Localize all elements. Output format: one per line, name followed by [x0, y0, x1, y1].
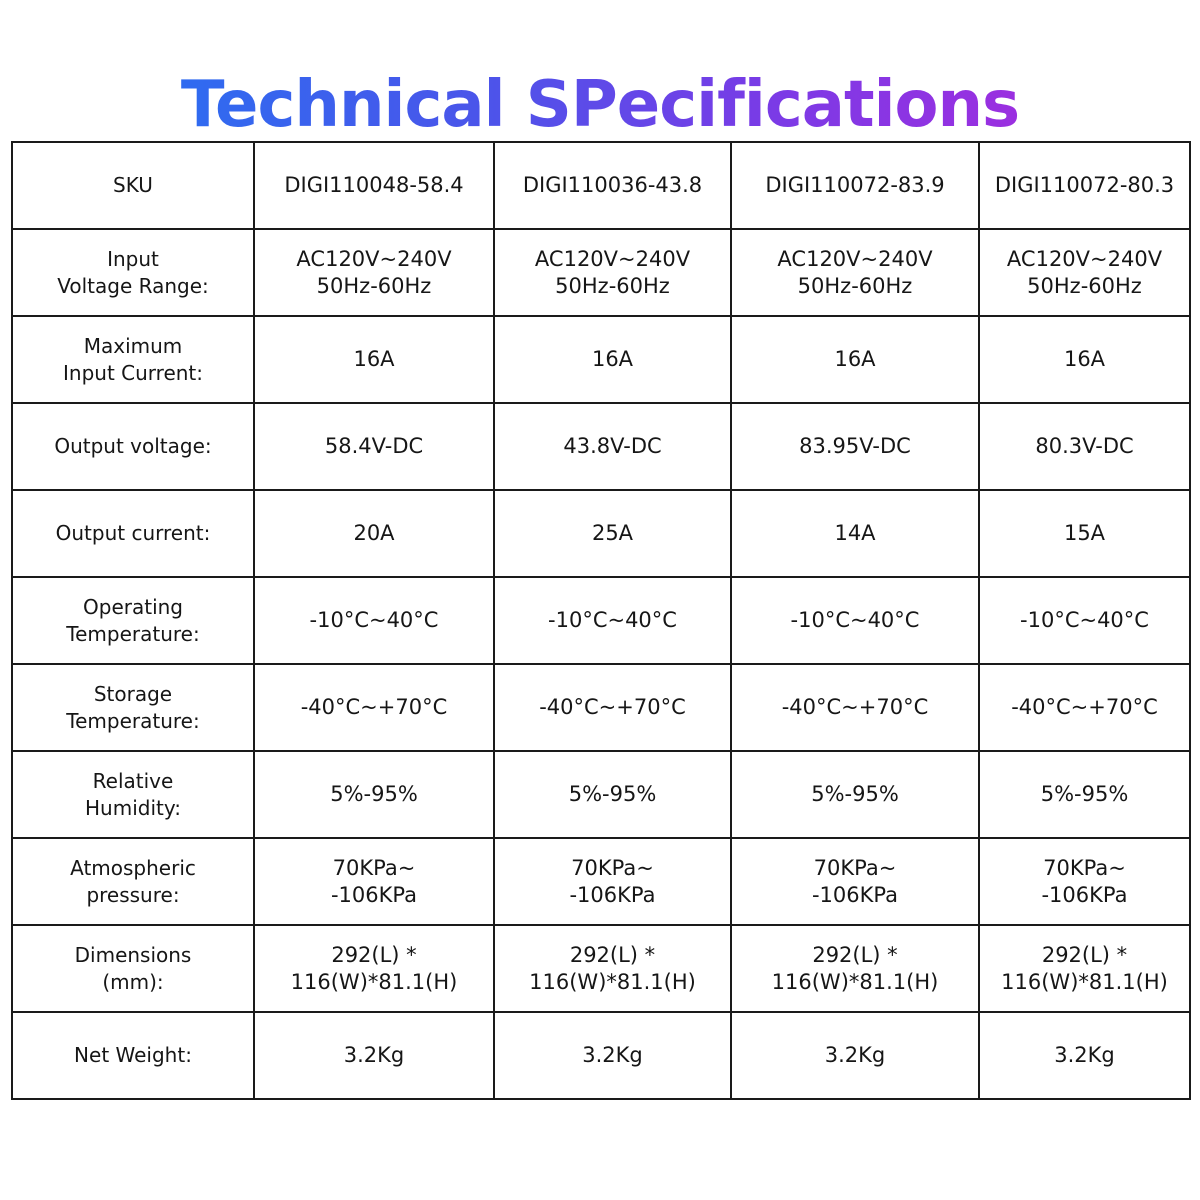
specifications-table: SKU DIGI110048-58.4 DIGI110036-43.8 DIGI110…	[11, 141, 1191, 1100]
table-cell: 20A	[253, 489, 495, 578]
row-label: Output current:	[11, 489, 255, 578]
table-cell: -40°C~+70°C	[978, 663, 1191, 752]
table-cell: DIGI110072-80.3	[978, 141, 1191, 230]
table-cell: 16A	[493, 315, 732, 404]
table-cell: 292(L) * 116(W)*81.1(H)	[493, 924, 732, 1013]
page-title-text: Technical SPecifications	[180, 67, 1020, 142]
table-cell: 3.2Kg	[493, 1011, 732, 1100]
table-cell: 14A	[730, 489, 980, 578]
row-label: Dimensions (mm):	[11, 924, 255, 1013]
table-cell: 15A	[978, 489, 1191, 578]
table-row: Dimensions (mm): 292(L) * 116(W)*81.1(H) 2…	[11, 924, 1191, 1013]
table-cell: 292(L) * 116(W)*81.1(H)	[978, 924, 1191, 1013]
table-cell: -10°C~40°C	[493, 576, 732, 665]
table-cell: -10°C~40°C	[253, 576, 495, 665]
table-cell: DIGI110048-58.4	[253, 141, 495, 230]
row-label: Relative Humidity:	[11, 750, 255, 839]
table-cell: 58.4V-DC	[253, 402, 495, 491]
table-cell: -40°C~+70°C	[253, 663, 495, 752]
table-cell: -10°C~40°C	[730, 576, 980, 665]
row-label: SKU	[11, 141, 255, 230]
table-cell: 292(L) * 116(W)*81.1(H)	[253, 924, 495, 1013]
table-cell: DIGI110036-43.8	[493, 141, 732, 230]
row-label: Net Weight:	[11, 1011, 255, 1100]
table-cell: 16A	[978, 315, 1191, 404]
row-label: Maximum Input Current:	[11, 315, 255, 404]
table-cell: 3.2Kg	[730, 1011, 980, 1100]
table-cell: 70KPa~ -106KPa	[253, 837, 495, 926]
table-cell: 83.95V-DC	[730, 402, 980, 491]
table-row: Output voltage: 58.4V-DC 43.8V-DC 83.95V-DC…	[11, 402, 1191, 491]
table-cell: AC120V~240V 50Hz-60Hz	[730, 228, 980, 317]
table-cell: -40°C~+70°C	[730, 663, 980, 752]
table-cell: 70KPa~ -106KPa	[493, 837, 732, 926]
table-row: Output current: 20A 25A 14A 15A	[11, 489, 1191, 578]
row-label: Operating Temperature:	[11, 576, 255, 665]
table-row: SKU DIGI110048-58.4 DIGI110036-43.8 DIGI110…	[11, 141, 1191, 230]
table-cell: 5%-95%	[730, 750, 980, 839]
table-cell: DIGI110072-83.9	[730, 141, 980, 230]
table-cell: 5%-95%	[978, 750, 1191, 839]
table-cell: -10°C~40°C	[978, 576, 1191, 665]
table-cell: 3.2Kg	[253, 1011, 495, 1100]
table-cell: 43.8V-DC	[493, 402, 732, 491]
table-row: Atmospheric pressure: 70KPa~ -106KPa 70KPa…	[11, 837, 1191, 926]
table-cell: AC120V~240V 50Hz-60Hz	[493, 228, 732, 317]
row-label: Atmospheric pressure:	[11, 837, 255, 926]
table-cell: 5%-95%	[253, 750, 495, 839]
page-title: Technical SPecifications	[0, 65, 1200, 145]
table-cell: 16A	[253, 315, 495, 404]
table-cell: 70KPa~ -106KPa	[978, 837, 1191, 926]
table-cell: 16A	[730, 315, 980, 404]
table-cell: AC120V~240V 50Hz-60Hz	[978, 228, 1191, 317]
row-label: Storage Temperature:	[11, 663, 255, 752]
table-cell: -40°C~+70°C	[493, 663, 732, 752]
table-cell: 292(L) * 116(W)*81.1(H)	[730, 924, 980, 1013]
table-cell: 3.2Kg	[978, 1011, 1191, 1100]
specifications-table-body: SKU DIGI110048-58.4 DIGI110036-43.8 DIGI110…	[11, 141, 1191, 1100]
row-label: Input Voltage Range:	[11, 228, 255, 317]
table-row: Net Weight: 3.2Kg 3.2Kg 3.2Kg 3.2Kg	[11, 1011, 1191, 1100]
table-row: Input Voltage Range: AC120V~240V 50Hz-60H…	[11, 228, 1191, 317]
table-row: Relative Humidity: 5%-95% 5%-95% 5%-95% 5%-9…	[11, 750, 1191, 839]
row-label: Output voltage:	[11, 402, 255, 491]
table-row: Storage Temperature: -40°C~+70°C -40°C~+70…	[11, 663, 1191, 752]
table-row: Maximum Input Current: 16A 16A 16A 16A	[11, 315, 1191, 404]
table-cell: AC120V~240V 50Hz-60Hz	[253, 228, 495, 317]
table-cell: 5%-95%	[493, 750, 732, 839]
table-cell: 80.3V-DC	[978, 402, 1191, 491]
table-row: Operating Temperature: -10°C~40°C -10°C~40…	[11, 576, 1191, 665]
table-cell: 25A	[493, 489, 732, 578]
table-cell: 70KPa~ -106KPa	[730, 837, 980, 926]
